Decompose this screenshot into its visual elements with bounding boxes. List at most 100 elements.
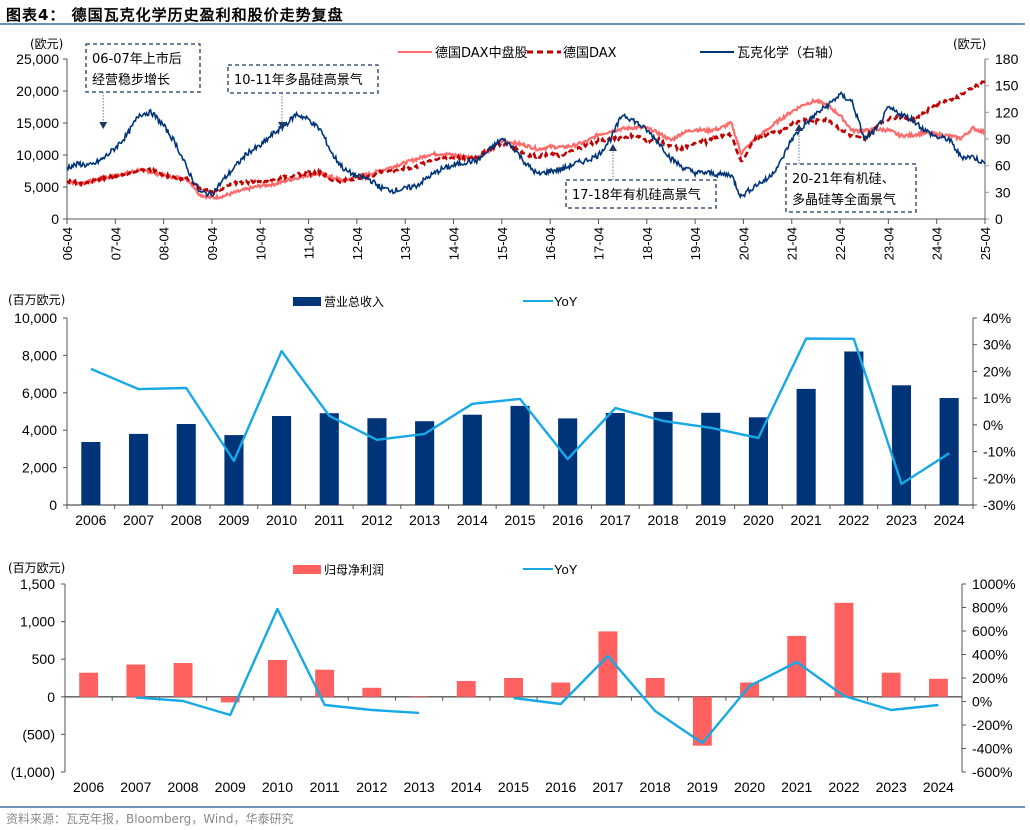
bar [834, 602, 854, 697]
arrow-down-icon [99, 122, 108, 129]
category-label: 2007 [120, 779, 151, 795]
category-label: 2021 [791, 512, 822, 528]
category-label: 2022 [828, 779, 859, 795]
legend-swatch-revenue [293, 297, 321, 306]
right-tick-label: -20% [983, 470, 1016, 486]
legend-label-mdax: 德国DAX中盘股 [435, 45, 528, 61]
right-tick-label: -200% [972, 717, 1012, 733]
series-line-dax [66, 80, 986, 196]
bar [605, 413, 625, 505]
bar [176, 424, 196, 505]
x-tick-label: 18-04 [640, 227, 655, 260]
bar [367, 418, 387, 505]
legend: 德国DAX中盘股 德国DAX 瓦克化学（右轴） [398, 45, 841, 61]
category-label: 2017 [600, 512, 631, 528]
annotation-text: 06-07年上市后 [92, 51, 182, 67]
series-line-mdax [67, 97, 986, 201]
category-label: 2012 [361, 512, 392, 528]
left-tick-label: 10,000 [14, 310, 57, 326]
right-tick-label: 60 [995, 158, 1011, 174]
legend-label-wacker: 瓦克化学（右轴） [737, 45, 841, 61]
bar [844, 351, 864, 505]
bar [692, 696, 712, 746]
bar [268, 660, 287, 697]
x-tick-label: 12-04 [350, 227, 365, 260]
bottom-divider [0, 806, 1025, 808]
left-axis-unit: (百万欧元) [8, 561, 65, 575]
annotation-box [227, 64, 379, 94]
revenue-chart: 0 2,000 4,000 6,000 8,000 10,000 -30% -20% -10% 0… [8, 293, 1016, 528]
left-tick-label: 25,000 [16, 51, 59, 67]
left-tick-label: 2,000 [22, 460, 57, 476]
category-label: 2017 [592, 779, 623, 795]
right-tick-label: 0% [983, 417, 1003, 433]
category-label: 2011 [314, 512, 344, 528]
bar [462, 414, 482, 505]
bar [362, 687, 382, 697]
annotation-text: 20-21年有机硅、 [792, 172, 895, 187]
right-tick-label: 30 [995, 184, 1011, 200]
bar [126, 664, 146, 697]
bar [272, 416, 292, 505]
left-tick-label: 6,000 [22, 385, 57, 401]
category-label: 2022 [838, 512, 869, 528]
x-tick-label: 17-04 [591, 227, 606, 260]
bar [881, 672, 901, 697]
bar [891, 385, 911, 505]
net-profit-chart: (1,000) (500) 0 500 1,000 1,500 -600% -400% -200… [8, 561, 1016, 795]
x-tick-label: 23-04 [881, 227, 896, 260]
bar [79, 672, 99, 697]
bar [220, 696, 240, 703]
legend: 营业总收入 YoY [293, 294, 578, 309]
left-tick-label: 10,000 [16, 147, 59, 163]
left-tick-label: 500 [32, 651, 56, 667]
category-label: 2016 [545, 779, 576, 795]
x-tick-label: 19-04 [688, 227, 703, 260]
left-tick-label: 0 [51, 211, 59, 227]
bar [456, 681, 476, 697]
left-tick-label: 1,500 [20, 576, 55, 592]
category-label: 2019 [695, 512, 726, 528]
category-label: 2018 [640, 779, 671, 795]
category-label: 2020 [734, 779, 765, 795]
category-label: 2015 [498, 779, 529, 795]
yoy-line [135, 607, 420, 717]
x-tick-label: 16-04 [543, 227, 558, 260]
right-tick-label: 120 [995, 104, 1019, 120]
x-tick-label: 24-04 [930, 227, 945, 260]
price-chart: 0 5,000 10,000 15,000 20,000 25,000 0 30 60 90 120… [16, 37, 1019, 260]
annotation-callout: 17-18年有机硅高景气 [565, 144, 717, 209]
category-label: 2023 [876, 779, 907, 795]
yoy-line [513, 654, 939, 745]
x-tick-label: 15-04 [495, 227, 510, 260]
bar [173, 663, 193, 697]
x-tick-label: 25-04 [978, 227, 993, 260]
bar [645, 678, 665, 697]
annotation-box [85, 43, 201, 93]
left-axis-unit: (欧元) [30, 37, 63, 51]
category-label: 2021 [781, 779, 812, 795]
bar [315, 669, 335, 697]
bar [787, 635, 807, 697]
arrow-up-icon [608, 144, 617, 151]
right-tick-label: 800% [972, 600, 1008, 616]
category-label: 2013 [404, 779, 435, 795]
x-tick-label: 06-04 [60, 227, 75, 260]
arrow-up-icon [794, 124, 803, 131]
bar [929, 678, 948, 697]
arrow-down-icon [278, 122, 287, 129]
bar [129, 433, 149, 505]
x-tick-label: 21-04 [785, 227, 800, 260]
legend-label-yoy: YoY [554, 562, 578, 577]
annotation-box [785, 163, 917, 213]
category-label: 2016 [552, 512, 583, 528]
category-label: 2015 [504, 512, 535, 528]
category-label: 2012 [356, 779, 387, 795]
right-tick-label: -10% [983, 444, 1016, 460]
category-label: 2014 [457, 512, 488, 528]
left-tick-label: 5,000 [24, 179, 59, 195]
figure-title: 图表4： 德国瓦克化学历史盈利和股价走势复盘 [6, 6, 344, 24]
left-tick-label: (1,000) [11, 764, 55, 780]
bar [319, 413, 339, 505]
right-axis-unit: (欧元) [953, 37, 986, 51]
